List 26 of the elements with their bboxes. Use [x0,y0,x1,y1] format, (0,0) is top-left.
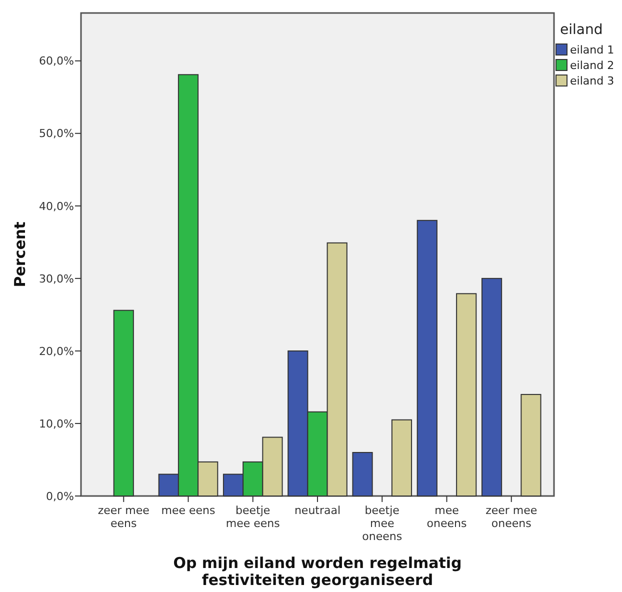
x-tick-label: mee oneens [426,504,467,530]
bar [520,394,542,496]
bar [391,419,412,496]
y-tick-label: 30,0% [39,272,74,286]
y-tick-label: 60,0% [39,54,74,68]
legend-label: eiland 1 [570,44,614,56]
y-tick-label: 20,0% [39,344,74,358]
legend-label: eiland 3 [570,74,614,88]
x-axis-title: Op mijn eiland worden regelmatig festiviteiten georganiseerd [173,554,462,589]
bar [456,293,477,496]
y-tick-label: 40,0% [39,200,74,213]
y-tick-label: 10,0% [39,417,74,430]
legend-title: eiland [560,22,603,38]
x-tick-label: beetje mee eens [226,504,280,530]
y-tick-label: 50,0% [39,127,74,140]
y-axis-title: Percent [11,222,29,288]
y-tick-label: 0,0% [46,490,74,503]
x-tick-label: zeer mee oneens [486,504,538,530]
x-tick-label: zeer mee eens [98,504,150,530]
x-tick-label: neutraal [294,504,341,517]
legend-label: eiland 2 [570,59,614,72]
x-tick-label: beetje mee oneens [362,504,402,543]
x-tick-label: mee eens [161,504,216,517]
bar [352,452,373,496]
bar [416,220,438,496]
bar [481,278,502,496]
